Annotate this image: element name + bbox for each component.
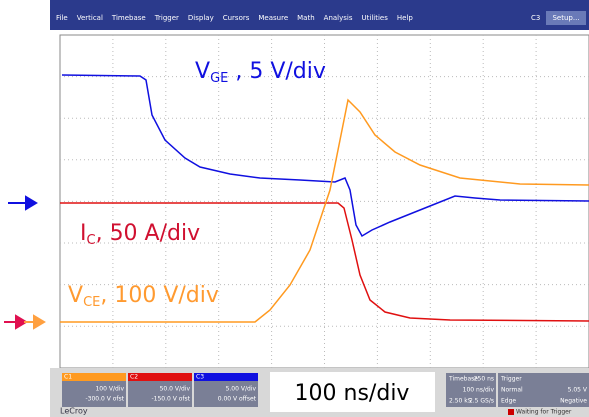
trigger-level: 5.05 V [568,387,588,394]
channel-offset: 0.00 V offset [218,396,257,403]
trigger-box: Trigger Normal 5.05 V Edge Negative [498,373,589,407]
time-label: 100 ns/div [295,381,410,406]
status-text: Waiting for Trigger [516,409,572,416]
menu-item[interactable]: Cursors [223,14,250,22]
timebase-delay: -250 ns [472,376,494,383]
scope-screenshot: File Vertical Timebase Trigger Display Cursor… [0,0,589,417]
menu-item[interactable]: Analysis [324,14,353,22]
timebase-box: Timebase -250 ns 100 ns/div 2.50 kS 2.5 … [446,373,496,407]
ic-label: IC, 50 A/div [80,221,200,248]
status-icon [508,409,514,415]
trigger-mode: Normal [501,387,523,394]
channel-name: C1 [64,374,72,381]
trigger-slope: Negative [560,398,587,405]
trigger-type: Edge [501,398,516,405]
menu-item[interactable]: Help [397,14,414,22]
setup-label[interactable]: Setup... [552,14,579,22]
channel-scale: 5.00 V/div [226,386,257,393]
menu-item[interactable]: Display [188,14,214,22]
menu-item[interactable]: Utilities [362,14,389,22]
menu-item[interactable]: Math [297,14,315,22]
menu-item[interactable]: Vertical [77,14,103,22]
channel-boxes: C1 100 V/div -300.0 V ofst C2 50.0 V/div -150… [62,373,258,407]
timebase-rate: 2.5 GS/s [469,398,494,405]
menu-item[interactable]: File [56,14,68,22]
brand: LeCroy [60,407,88,416]
channel-name: C3 [196,374,204,381]
channel-offset: -300.0 V ofst [85,396,124,403]
channel-scale: 50.0 V/div [160,386,191,393]
channel-label: C3 [531,14,540,22]
menu-item[interactable]: Measure [258,14,288,22]
menu-item[interactable]: Trigger [154,14,179,22]
channel-name: C2 [130,374,138,381]
trigger-title: Trigger [500,376,522,383]
channel-offset: -150.0 V ofst [151,396,190,403]
channel-scale: 100 V/div [95,386,124,393]
timebase-scale: 100 ns/div [463,387,495,394]
menu-item[interactable]: Timebase [111,14,146,22]
